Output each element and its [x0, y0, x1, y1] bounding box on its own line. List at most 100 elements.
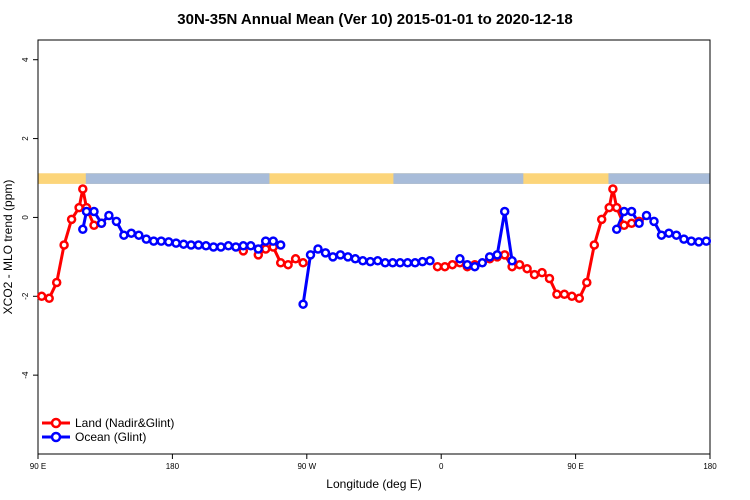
data-point [365, 256, 376, 267]
data-point [701, 236, 712, 246]
data-point [350, 254, 361, 264]
data-point [619, 206, 629, 217]
data-point [260, 236, 271, 246]
data-point [626, 206, 637, 217]
data-point [611, 224, 622, 235]
data-point [514, 259, 525, 270]
data-point [171, 238, 181, 248]
data-point [163, 237, 174, 247]
ocean-band-segment [393, 173, 524, 184]
data-point [290, 254, 301, 264]
x-tick-label: 180 [166, 462, 180, 471]
ocean-band-segment [608, 173, 710, 184]
chart-title: 30N-35N Annual Mean (Ver 10) 2015-01-01 … [177, 11, 572, 28]
data-point [395, 258, 405, 268]
data-point [335, 250, 346, 260]
x-tick-label: 90 E [30, 462, 46, 471]
data-point [320, 248, 331, 258]
data-point [246, 241, 256, 251]
data-point [74, 202, 84, 213]
legend-marker [50, 431, 62, 443]
data-point [425, 256, 435, 266]
data-point [611, 202, 622, 213]
data-point [470, 261, 480, 272]
data-point [402, 258, 413, 268]
series-points [36, 184, 712, 309]
ocean-band-segment [85, 173, 270, 184]
data-point [499, 250, 510, 260]
data-point [507, 256, 517, 266]
data-point [432, 261, 443, 272]
x-tick-label: 90 W [297, 462, 316, 471]
data-point [492, 250, 502, 260]
data-point [275, 258, 286, 268]
y-axis: 4 2 0 -2 -4 [21, 57, 38, 379]
data-point [499, 206, 510, 217]
series-line-0 [41, 188, 102, 301]
data-point [372, 256, 383, 266]
data-point [193, 240, 204, 250]
data-point [141, 234, 152, 244]
data-point [126, 228, 137, 238]
x-axis-label: Longitude (deg E) [326, 477, 421, 491]
data-point [78, 224, 88, 235]
data-point [36, 291, 47, 302]
data-point [671, 230, 682, 240]
data-point [686, 236, 697, 246]
data-point [104, 210, 114, 221]
data-point [253, 244, 264, 254]
data-point [604, 202, 614, 213]
data-point [148, 236, 159, 246]
data-point [574, 293, 585, 304]
y-tick-label: 2 [21, 136, 30, 141]
data-point [634, 218, 644, 229]
data-point [178, 239, 189, 249]
data-point [656, 230, 667, 240]
data-point [275, 240, 286, 250]
data-point [44, 293, 54, 304]
data-point [567, 291, 577, 302]
data-point [81, 206, 92, 217]
data-point [268, 236, 278, 246]
data-point [78, 184, 88, 194]
data-point [96, 218, 107, 229]
y-tick-label: -2 [21, 292, 30, 300]
data-point [111, 216, 122, 227]
y-axis-label: XCO2 - MLO trend (ppm) [1, 180, 15, 315]
data-point [89, 220, 99, 231]
data-point [231, 242, 241, 252]
data-point [608, 184, 618, 194]
data-point [66, 214, 77, 225]
data-point [313, 244, 323, 254]
data-point [529, 269, 540, 280]
data-point [477, 258, 488, 268]
data-point [664, 228, 674, 238]
data-point [89, 206, 99, 217]
data-point [410, 258, 420, 268]
plot-frame [37, 39, 711, 455]
data-point [59, 240, 69, 250]
data-point [619, 220, 629, 231]
data-point [440, 261, 450, 272]
x-tick-label: 90 E [567, 462, 583, 471]
data-point [462, 259, 473, 270]
x-tick-label: 0 [439, 462, 444, 471]
x-axis: 90 E 180 90 W 0 90 E 180 [30, 454, 717, 471]
data-point [380, 258, 390, 268]
data-point [552, 289, 562, 300]
data-point [223, 241, 234, 251]
legend: Land (Nadir&Glint)Ocean (Glint) [42, 416, 174, 444]
data-point [387, 258, 398, 268]
data-point [343, 252, 353, 262]
series-line-1 [301, 247, 431, 305]
data-point [216, 242, 226, 252]
data-point [484, 252, 495, 262]
data-point [649, 216, 659, 227]
x-tick-label: 180 [703, 462, 717, 471]
data-point [589, 240, 600, 250]
data-point [328, 252, 338, 262]
data-point [537, 267, 547, 278]
data-point [455, 254, 465, 264]
data-point [201, 241, 211, 251]
